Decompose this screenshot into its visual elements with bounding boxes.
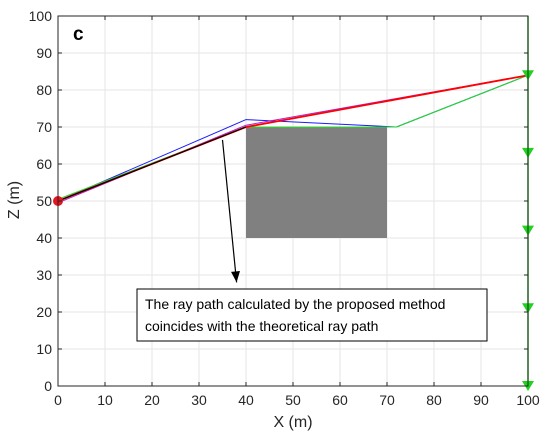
x-tick-label: 0 (54, 392, 62, 408)
x-tick-label: 30 (191, 392, 207, 408)
ray-paths (57, 74, 529, 204)
y-tick-label: 50 (36, 193, 52, 209)
x-axis-label: X (m) (273, 414, 312, 431)
annotation-text-line: coincides with the theoretical ray path (145, 318, 378, 334)
obstacle-rect (246, 127, 387, 238)
x-tick-label: 50 (285, 392, 301, 408)
x-tick-label: 80 (426, 392, 442, 408)
x-tick-label: 70 (379, 392, 395, 408)
y-tick-label: 60 (36, 156, 52, 172)
annotation-arrow-shaft (221, 139, 238, 283)
y-tick-label: 80 (36, 82, 52, 98)
axes (57, 15, 529, 387)
x-tick-label: 100 (516, 392, 540, 408)
x-tick-label: 40 (238, 392, 254, 408)
y-tick-label: 0 (44, 378, 52, 394)
annotation-box (136, 288, 488, 342)
y-tick-label: 20 (36, 304, 52, 320)
obstacle-block (246, 127, 387, 238)
panel-label: c (73, 24, 84, 45)
annotation-text-line: The ray path calculated by the proposed … (145, 296, 445, 312)
x-tick-label: 20 (144, 392, 160, 408)
y-tick-label: 90 (36, 45, 52, 61)
x-tick-label: 90 (473, 392, 489, 408)
ray-path-line (57, 126, 247, 202)
x-tick-label: 60 (332, 392, 348, 408)
tick-labels: 0 10 20 30 40 50 60 70 80 90 100 0 10 20 30 40 50 60 70 80 9… (29, 8, 540, 408)
x-tick-label: 10 (97, 392, 113, 408)
y-tick-label: 70 (36, 119, 52, 135)
y-tick-label: 100 (29, 8, 53, 24)
y-tick-label: 10 (36, 341, 52, 357)
y-tick-label: 40 (36, 230, 52, 246)
y-axis-label: Z (m) (6, 181, 23, 219)
annotation-arrow-head (231, 271, 240, 283)
y-tick-label: 30 (36, 267, 52, 283)
annotation: The ray path calculated by the proposed … (136, 139, 488, 342)
